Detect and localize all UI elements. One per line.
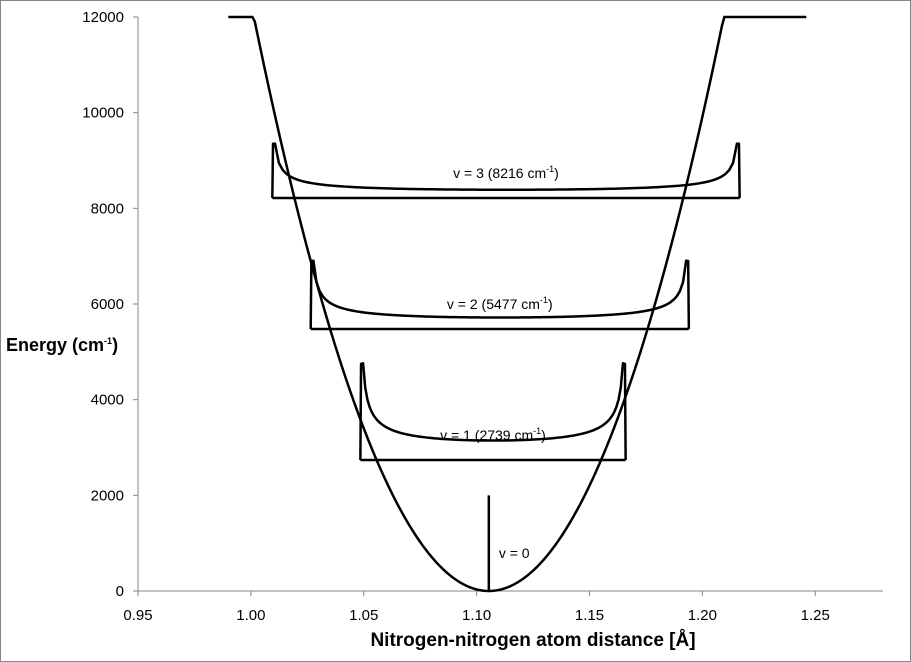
x-ticks: 0.95 1.00 1.05 1.10 1.15 1.20 1.25: [123, 591, 830, 624]
x-axis-title: Nitrogen-nitrogen atom distance [Å]: [370, 630, 695, 651]
y-tick-label: 0: [116, 583, 124, 600]
x-tick-label: 1.15: [575, 607, 604, 624]
level-v1-density: [359, 362, 627, 460]
y-ticks: 0 2000 4000 6000 8000 10000 12000: [82, 9, 138, 600]
x-tick-label: 1.00: [236, 607, 265, 624]
y-tick-label: 2000: [91, 487, 124, 504]
x-tick-label: 1.10: [462, 607, 491, 624]
x-tick-label: 1.20: [688, 607, 717, 624]
level-v2-label: v = 2 (5477 cm-1): [447, 295, 553, 312]
x-tick-label: 0.95: [123, 607, 152, 624]
x-tick-label: 1.25: [801, 607, 830, 624]
level-v1-label: v = 1 (2739 cm-1): [440, 426, 546, 443]
y-tick-label: 8000: [91, 200, 124, 217]
potential-curve: [228, 15, 807, 593]
y-tick-label: 12000: [82, 9, 124, 26]
y-tick-label: 10000: [82, 105, 124, 122]
level-v3-density: [271, 142, 741, 199]
y-tick-label: 4000: [91, 392, 124, 409]
level-v2-density: [309, 259, 691, 330]
y-tick-label: 6000: [91, 296, 124, 313]
level-v0-label: v = 0: [499, 545, 530, 561]
x-tick-label: 1.05: [349, 607, 378, 624]
level-v3-label: v = 3 (8216 cm-1): [453, 164, 559, 181]
y-axis-title: Energy (cm-1): [6, 335, 118, 355]
plot-area: [228, 15, 807, 593]
level-labels: v = 0 v = 1 (2739 cm-1) v = 2 (5477 cm-1) v…: [440, 164, 559, 561]
